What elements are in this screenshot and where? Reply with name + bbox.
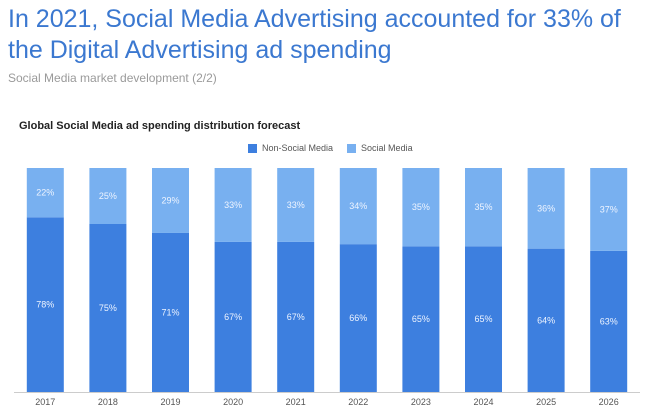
bar-non-social-2025[interactable] bbox=[527, 248, 565, 392]
bar-social-2021[interactable] bbox=[277, 168, 315, 242]
data-label-non-social-2019: 71% bbox=[161, 307, 179, 317]
x-tick-label-2023: 2023 bbox=[411, 397, 431, 407]
data-label-social-2025: 36% bbox=[537, 203, 555, 213]
data-label-social-2017: 22% bbox=[36, 188, 54, 198]
legend-item-social[interactable]: Social Media bbox=[347, 143, 413, 153]
bar-non-social-2018[interactable] bbox=[89, 224, 127, 392]
data-label-non-social-2017: 78% bbox=[36, 300, 54, 310]
x-tick-label-2020: 2020 bbox=[223, 397, 243, 407]
bar-non-social-2017[interactable] bbox=[26, 217, 64, 392]
data-label-social-2023: 35% bbox=[412, 202, 430, 212]
data-label-social-2019: 29% bbox=[161, 195, 179, 205]
bar-non-social-2022[interactable] bbox=[339, 244, 377, 392]
data-label-non-social-2023: 65% bbox=[412, 314, 430, 324]
data-label-social-2024: 35% bbox=[474, 202, 492, 212]
bar-non-social-2020[interactable] bbox=[214, 241, 252, 392]
bar-social-2022[interactable] bbox=[339, 168, 377, 245]
data-label-social-2021: 33% bbox=[287, 200, 305, 210]
chart-legend: Non-Social Media Social Media bbox=[248, 143, 413, 153]
bar-non-social-2021[interactable] bbox=[277, 241, 315, 392]
x-tick-label-2021: 2021 bbox=[286, 397, 306, 407]
legend-swatch-social bbox=[347, 143, 357, 153]
x-tick-label-2017: 2017 bbox=[35, 397, 55, 407]
bar-social-2023[interactable] bbox=[402, 168, 440, 247]
bar-social-2018[interactable] bbox=[89, 168, 127, 224]
legend-label-social: Social Media bbox=[361, 143, 413, 153]
data-label-non-social-2022: 66% bbox=[349, 313, 367, 323]
x-tick-label-2018: 2018 bbox=[98, 397, 118, 407]
data-label-social-2022: 34% bbox=[349, 201, 367, 211]
data-label-non-social-2021: 67% bbox=[287, 312, 305, 322]
page-headline: In 2021, Social Media Advertising accoun… bbox=[8, 5, 621, 64]
x-tick-label-2022: 2022 bbox=[348, 397, 368, 407]
bar-social-2017[interactable] bbox=[26, 168, 64, 218]
bar-social-2025[interactable] bbox=[527, 168, 565, 249]
data-label-social-2018: 25% bbox=[99, 191, 117, 201]
data-label-non-social-2025: 64% bbox=[537, 315, 555, 325]
data-label-non-social-2020: 67% bbox=[224, 312, 242, 322]
legend-item-non-social[interactable]: Non-Social Media bbox=[248, 143, 333, 153]
data-label-non-social-2024: 65% bbox=[474, 314, 492, 324]
x-tick-label-2024: 2024 bbox=[473, 397, 493, 407]
bar-non-social-2024[interactable] bbox=[465, 246, 502, 392]
bar-non-social-2019[interactable] bbox=[152, 232, 189, 392]
chart-title: Global Social Media ad spending distribu… bbox=[19, 120, 301, 132]
x-tick-label-2025: 2025 bbox=[536, 397, 556, 407]
data-label-social-2026: 37% bbox=[600, 204, 618, 214]
bar-non-social-2023[interactable] bbox=[402, 246, 440, 392]
bar-non-social-2026[interactable] bbox=[590, 250, 628, 392]
bar-social-2020[interactable] bbox=[214, 168, 252, 242]
x-tick-label-2026: 2026 bbox=[599, 397, 619, 407]
legend-swatch-non-social bbox=[248, 143, 257, 153]
data-label-social-2020: 33% bbox=[224, 200, 242, 210]
bar-social-2024[interactable] bbox=[465, 168, 502, 247]
x-tick-label-2019: 2019 bbox=[160, 397, 180, 407]
page-subtitle: Social Media market development (2/2) bbox=[8, 71, 217, 85]
legend-label-non-social: Non-Social Media bbox=[262, 143, 334, 153]
bar-social-2026[interactable] bbox=[590, 168, 628, 251]
data-label-non-social-2026: 63% bbox=[600, 316, 618, 326]
bar-social-2019[interactable] bbox=[152, 168, 189, 233]
data-label-non-social-2018: 75% bbox=[99, 303, 117, 313]
